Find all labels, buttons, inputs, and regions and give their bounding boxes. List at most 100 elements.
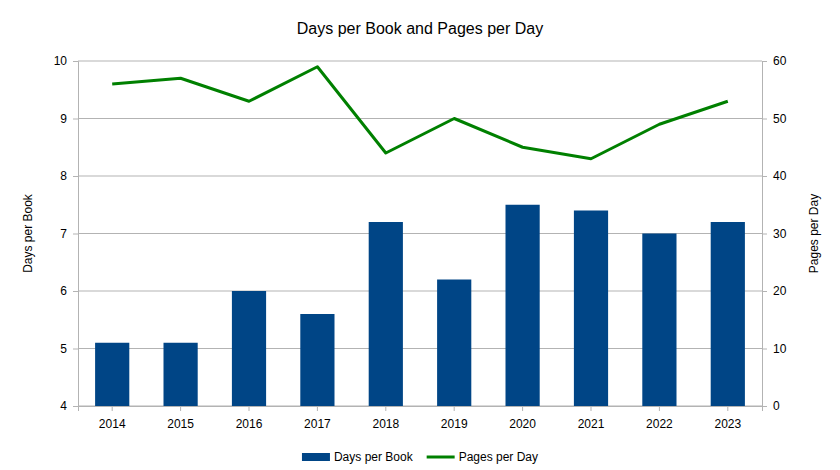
tick-mark [249, 406, 250, 411]
tick-mark [591, 406, 592, 411]
tick: 2021 [578, 406, 605, 431]
tick-label: 0 [773, 399, 780, 413]
tick-mark [762, 406, 767, 407]
tick: 20 [762, 284, 787, 298]
tick: 40 [762, 169, 787, 183]
tick-label: 6 [60, 284, 67, 298]
tick-label: 2019 [441, 417, 468, 431]
tick-mark [522, 406, 523, 411]
tick-label: 8 [60, 169, 67, 183]
tick: 2019 [441, 406, 468, 431]
tick-label: 40 [773, 169, 787, 183]
tick-label: 50 [773, 112, 787, 126]
tick-label: 2018 [372, 417, 399, 431]
tick: 50 [762, 112, 787, 126]
tick: 2020 [509, 406, 536, 431]
bar [95, 343, 129, 406]
axis-line [73, 62, 79, 407]
tick-mark [73, 176, 78, 177]
bar [574, 211, 608, 407]
tick: 4 [60, 399, 78, 413]
tick: 6 [60, 284, 78, 298]
bar [711, 222, 745, 406]
bar [164, 343, 198, 406]
tick-label: 20 [773, 284, 787, 298]
tick-label: 2023 [714, 417, 741, 431]
tick-mark [762, 291, 767, 292]
tick: 30 [762, 227, 787, 241]
bar [506, 205, 540, 406]
tick-label: 2020 [509, 417, 536, 431]
legend-item: Days per Book [302, 450, 414, 464]
tick-mark [317, 406, 318, 411]
tick: 2015 [167, 406, 194, 431]
y-axis: 4 5 6 7 8 9 10 [54, 54, 79, 413]
tick-label: 7 [60, 227, 67, 241]
grid-line [78, 61, 762, 62]
tick-mark [73, 119, 78, 120]
tick-label: 2014 [99, 417, 126, 431]
legend-label: Pages per Day [459, 450, 538, 464]
tick-mark [73, 349, 78, 350]
tick-mark [73, 291, 78, 292]
tick-mark [73, 406, 78, 407]
tick: 2022 [646, 406, 673, 431]
tick: 8 [60, 169, 78, 183]
x-axis: 2014 2015 2016 2017 2018 2019 2020 2021 2022 2023 [79, 406, 763, 431]
tick: 2023 [714, 406, 741, 431]
tick-label: 4 [60, 399, 67, 413]
bar [300, 314, 334, 406]
grid-line [78, 176, 762, 177]
tick-label: 10 [54, 54, 68, 68]
tick: 5 [60, 342, 78, 356]
tick-mark [112, 406, 113, 411]
tick: 2018 [372, 406, 399, 431]
tick-mark [762, 119, 767, 120]
plot-area [95, 67, 745, 406]
tick: 7 [60, 227, 78, 241]
tick-label: 2021 [578, 417, 605, 431]
tick-mark [73, 61, 78, 62]
axis-title: Days per Book [21, 193, 35, 273]
tick-label: 10 [773, 342, 787, 356]
bar [642, 234, 676, 407]
tick-mark [385, 406, 386, 411]
legend: Days per Book Pages per Day [302, 450, 538, 464]
legend-swatch [302, 453, 330, 461]
tick: 9 [60, 112, 78, 126]
legend-label: Days per Book [334, 450, 414, 464]
tick-label: 2022 [646, 417, 673, 431]
title: Days per Book and Pages per Day [297, 20, 543, 37]
tick-label: 2016 [236, 417, 263, 431]
tick-mark [727, 406, 728, 411]
tick-mark [762, 61, 767, 62]
axis-line [763, 62, 768, 407]
axis-title: Pages per Day [807, 194, 821, 273]
tick: 60 [762, 54, 787, 68]
tick-label: 2015 [167, 417, 194, 431]
chart: 2014 2015 2016 2017 2018 2019 2020 2021 2022 2023… [0, 0, 840, 470]
bar [369, 222, 403, 406]
legend-swatch [427, 456, 455, 459]
line [112, 67, 728, 159]
tick-label: 2017 [304, 417, 331, 431]
tick-label: 9 [60, 112, 67, 126]
y2-axis: 0 10 20 30 40 50 60 [762, 54, 787, 413]
axis-line [79, 407, 763, 412]
tick: 2017 [304, 406, 331, 431]
grid-line [78, 118, 762, 119]
tick-mark [762, 349, 767, 350]
tick-mark [659, 406, 660, 411]
tick-mark [454, 406, 455, 411]
tick-label: 60 [773, 54, 787, 68]
tick: 2016 [236, 406, 263, 431]
tick: 2014 [99, 406, 126, 431]
tick-label: 5 [60, 342, 67, 356]
bar [232, 291, 266, 406]
tick: 10 [762, 342, 787, 356]
tick-mark [180, 406, 181, 411]
legend-item: Pages per Day [427, 450, 538, 464]
tick: 10 [54, 54, 78, 68]
tick-label: 30 [773, 227, 787, 241]
tick-mark [762, 234, 767, 235]
